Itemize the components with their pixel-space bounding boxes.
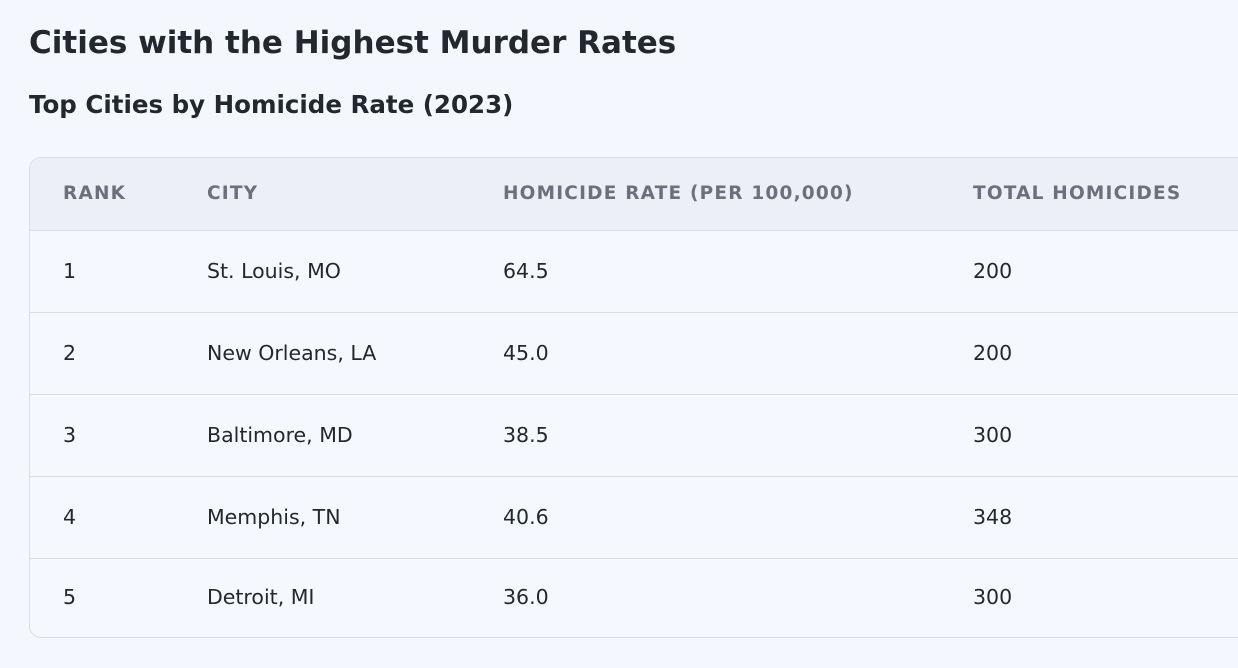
table-header: RANK CITY HOMICIDE RATE (PER 100,000) TO… [30, 158, 1238, 231]
total-cell: 300 [973, 585, 1013, 610]
page-title: Cities with the Highest Murder Rates [29, 25, 677, 61]
table-row: 4 Memphis, TN 40.6 348 [30, 476, 1238, 559]
table-row: 5 Detroit, MI 36.0 300 [30, 558, 1238, 636]
city-cell: St. Louis, MO [207, 230, 503, 313]
homicide-table-card: RANK CITY HOMICIDE RATE (PER 100,000) TO… [29, 157, 1238, 638]
rank-cell: 5 [63, 585, 77, 610]
table-subtitle: Top Cities by Homicide Rate (2023) [29, 90, 514, 119]
rank-cell: 2 [30, 312, 207, 395]
total-cell: 348 [973, 476, 1238, 559]
rate-cell: 40.6 [503, 476, 973, 559]
rate-cell: 45.0 [503, 312, 973, 395]
total-cell: 300 [973, 394, 1238, 477]
total-cell: 200 [973, 312, 1238, 395]
column-header-rank: RANK [30, 158, 207, 231]
table-body: 1 St. Louis, MO 64.5 200 2 New Orleans, … [30, 230, 1238, 636]
column-header-city: CITY [207, 158, 503, 231]
table-row: 2 New Orleans, LA 45.0 200 [30, 312, 1238, 395]
homicide-table: RANK CITY HOMICIDE RATE (PER 100,000) TO… [30, 158, 1238, 636]
column-header-total-homicides: TOTAL HOMICIDES [973, 158, 1238, 231]
rank-cell: 1 [30, 230, 207, 313]
table-header-row: RANK CITY HOMICIDE RATE (PER 100,000) TO… [30, 158, 1238, 231]
table-row: 1 St. Louis, MO 64.5 200 [30, 230, 1238, 313]
table-row: 3 Baltimore, MD 38.5 300 [30, 394, 1238, 477]
rate-cell: 38.5 [503, 394, 973, 477]
column-header-homicide-rate: HOMICIDE RATE (PER 100,000) [503, 158, 973, 231]
rank-cell: 4 [30, 476, 207, 559]
city-cell: New Orleans, LA [207, 312, 503, 395]
rate-cell: 64.5 [503, 230, 973, 313]
city-cell: Detroit, MI [207, 585, 315, 610]
rank-cell: 3 [30, 394, 207, 477]
rate-cell: 36.0 [503, 585, 549, 610]
total-cell: 200 [973, 230, 1238, 313]
city-cell: Memphis, TN [207, 476, 503, 559]
city-cell: Baltimore, MD [207, 394, 503, 477]
